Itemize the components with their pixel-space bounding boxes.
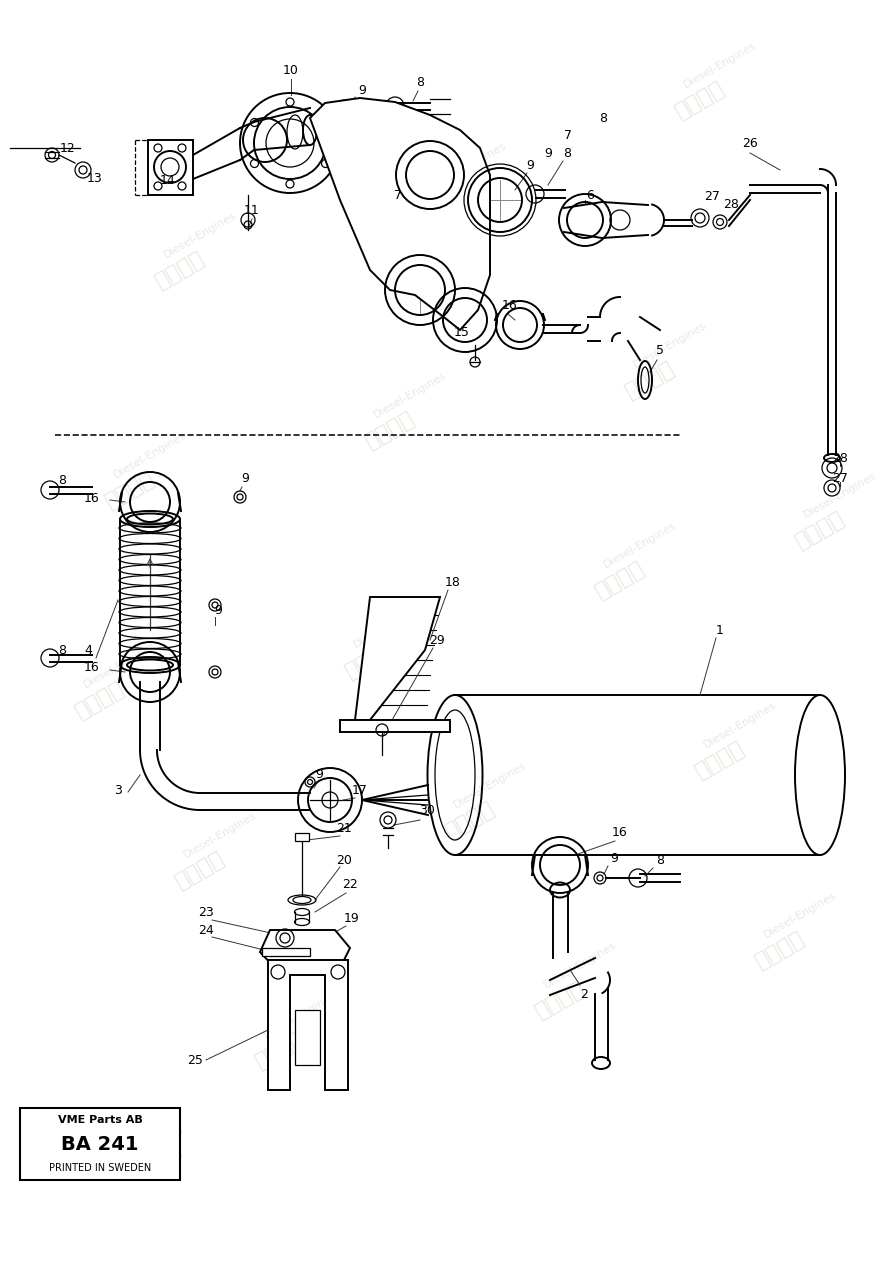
Text: 27: 27: [832, 472, 848, 485]
Text: 24: 24: [198, 924, 214, 937]
Text: 23: 23: [198, 906, 214, 919]
Text: Diesel-Engines: Diesel-Engines: [112, 430, 188, 480]
Polygon shape: [260, 930, 350, 968]
Text: 1: 1: [716, 623, 724, 637]
Text: 9: 9: [526, 159, 534, 171]
Text: 9: 9: [544, 146, 552, 160]
Polygon shape: [310, 98, 490, 330]
Text: 紫发动力: 紫发动力: [342, 638, 398, 681]
Text: 27: 27: [704, 189, 720, 203]
Text: 16: 16: [85, 491, 100, 505]
Text: Diesel-Engines: Diesel-Engines: [632, 320, 708, 371]
Text: 10: 10: [283, 63, 299, 76]
Text: 11: 11: [244, 203, 260, 217]
Text: 30: 30: [419, 803, 435, 816]
Text: Diesel-Engines: Diesel-Engines: [542, 940, 619, 990]
Text: Diesel-Engines: Diesel-Engines: [372, 371, 449, 420]
Text: Diesel-Engines: Diesel-Engines: [82, 640, 158, 690]
Text: 9: 9: [610, 851, 618, 864]
Text: 紫发动力: 紫发动力: [72, 678, 128, 722]
Text: 22: 22: [342, 878, 358, 892]
Text: 8: 8: [563, 146, 571, 160]
Text: Diesel-Engines: Diesel-Engines: [802, 470, 878, 520]
Text: 18: 18: [445, 576, 461, 589]
Text: Diesel-Engines: Diesel-Engines: [262, 990, 338, 1039]
Text: Diesel-Engines: Diesel-Engines: [762, 890, 838, 940]
Text: 3: 3: [114, 783, 122, 797]
Text: 25: 25: [187, 1053, 203, 1066]
Text: 9: 9: [315, 769, 323, 782]
Bar: [340, 720, 450, 732]
Text: 15: 15: [454, 326, 470, 339]
Text: 6: 6: [586, 189, 594, 202]
Bar: [295, 1010, 320, 1065]
Text: 9: 9: [214, 604, 222, 617]
Text: 9: 9: [241, 472, 249, 485]
Text: 29: 29: [429, 633, 445, 646]
Text: 紫发动力: 紫发动力: [752, 928, 808, 972]
Text: Diesel-Engines: Diesel-Engines: [702, 700, 778, 750]
Text: 21: 21: [336, 821, 352, 835]
Text: 紫发动力: 紫发动力: [532, 978, 588, 1022]
Text: 紫发动力: 紫发动力: [152, 247, 208, 292]
Text: Diesel-Engines: Diesel-Engines: [182, 810, 258, 860]
Text: 16: 16: [612, 826, 627, 840]
Bar: [295, 832, 309, 841]
Text: 紫发动力: 紫发动力: [172, 848, 228, 892]
Text: 16: 16: [85, 660, 100, 674]
Text: 26: 26: [742, 137, 758, 150]
Text: 14: 14: [160, 174, 176, 187]
Bar: [20, 1108, 180, 1180]
Text: VME Parts AB: VME Parts AB: [58, 1115, 142, 1126]
Text: 8: 8: [599, 112, 607, 124]
Bar: [148, 140, 193, 195]
Text: 17: 17: [352, 783, 368, 797]
Text: 5: 5: [656, 344, 664, 357]
Text: 紫发动力: 紫发动力: [672, 77, 728, 122]
Text: 13: 13: [87, 171, 103, 184]
Text: 8: 8: [656, 854, 664, 867]
Text: 紫发动力: 紫发动力: [622, 358, 678, 402]
Bar: [262, 948, 310, 956]
Text: 紫发动力: 紫发动力: [362, 407, 418, 452]
Text: 紫发动力: 紫发动力: [101, 468, 158, 511]
Text: 9: 9: [358, 84, 366, 96]
Text: 28: 28: [832, 452, 848, 464]
Text: Diesel-Engines: Diesel-Engines: [602, 520, 678, 570]
Text: 7: 7: [394, 189, 402, 202]
Text: Diesel-Engines: Diesel-Engines: [452, 760, 528, 810]
Text: Diesel-Engines: Diesel-Engines: [432, 140, 508, 190]
Text: 28: 28: [723, 198, 739, 211]
Text: 紫发动力: 紫发动力: [252, 1028, 308, 1072]
Text: 4: 4: [84, 643, 92, 656]
Text: Diesel-Engines: Diesel-Engines: [162, 211, 239, 260]
Polygon shape: [355, 596, 440, 720]
Text: 紫发动力: 紫发动力: [592, 558, 648, 602]
Text: 12: 12: [61, 142, 76, 155]
Text: PRINTED IN SWEDEN: PRINTED IN SWEDEN: [49, 1162, 151, 1173]
Text: 20: 20: [336, 854, 352, 867]
Polygon shape: [268, 961, 348, 1090]
Text: Diesel-Engines: Diesel-Engines: [682, 41, 758, 90]
Text: 8: 8: [416, 75, 424, 89]
Text: 2: 2: [580, 989, 588, 1001]
Text: 8: 8: [58, 643, 66, 656]
Text: 紫发动力: 紫发动力: [422, 178, 478, 222]
Text: 8: 8: [58, 473, 66, 486]
Text: BA 241: BA 241: [61, 1134, 139, 1154]
Text: 紫发动力: 紫发动力: [792, 508, 848, 552]
Text: 19: 19: [344, 911, 360, 925]
Text: 紫发动力: 紫发动力: [441, 798, 498, 843]
Text: 16: 16: [502, 298, 518, 311]
Text: 紫发动力: 紫发动力: [692, 739, 748, 782]
Text: 7: 7: [564, 128, 572, 142]
Text: Diesel-Engines: Diesel-Engines: [352, 600, 428, 650]
